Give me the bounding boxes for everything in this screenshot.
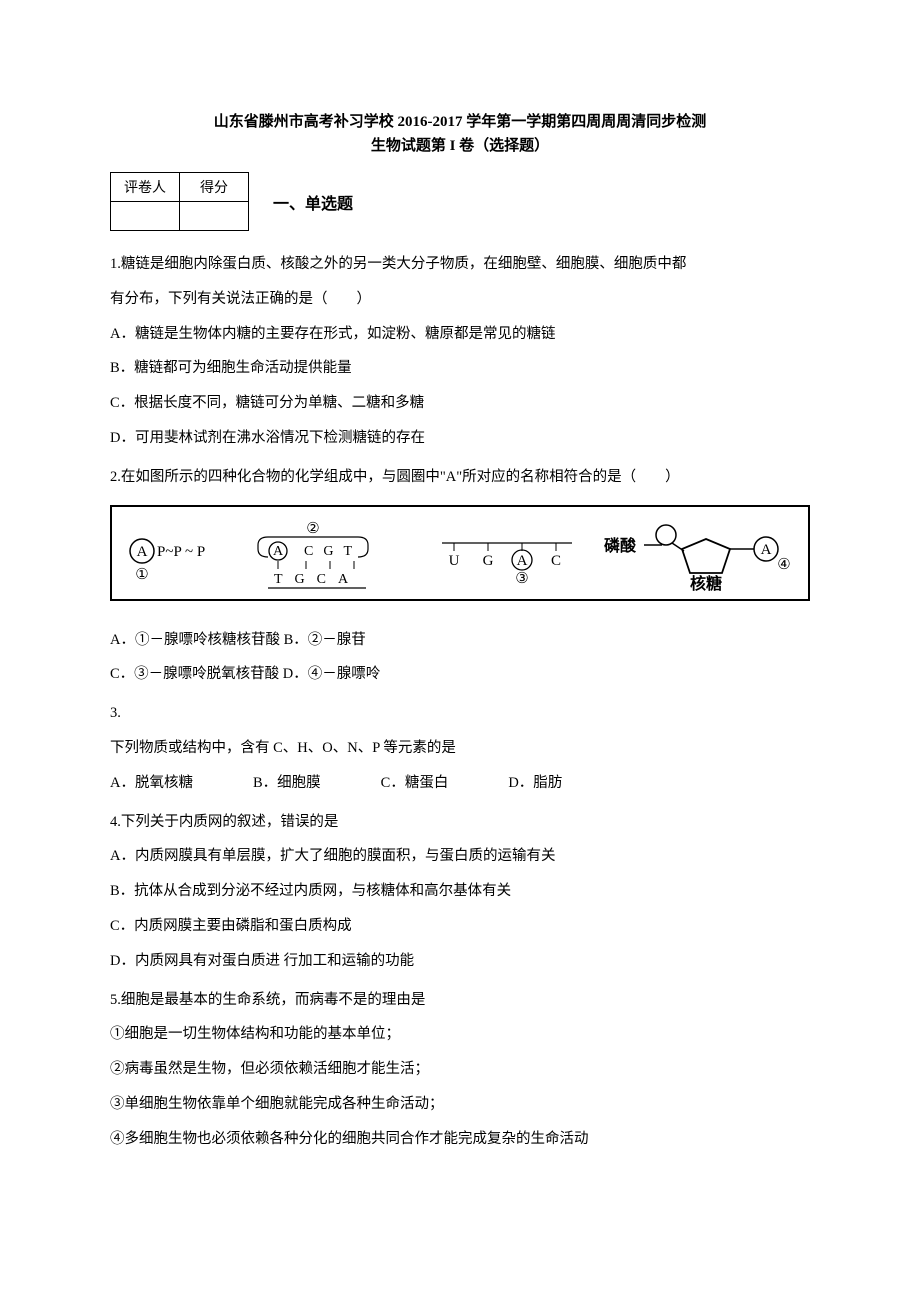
q3-stem: 下列物质或结构中，含有 C、H、O、N、P 等元素的是 — [110, 731, 810, 766]
q3-opt-c: C．糖蛋白 — [381, 766, 449, 801]
title-line-1: 山东省滕州市高考补习学校 2016-2017 学年第一学期第四周周周清同步检测 — [110, 110, 810, 134]
q1-stem-2: 有分布，下列有关说法正确的是（ ） — [110, 282, 810, 317]
score-table: 评卷人 得分 — [110, 172, 249, 231]
q1-opt-d: D．可用斐林试剂在沸水浴情况下检测糖链的存在 — [110, 421, 810, 456]
diagram-panel-2: ② A CGT TGCA — [248, 521, 418, 593]
q3-num: 3. — [110, 696, 810, 731]
svg-text:核糖: 核糖 — [690, 574, 722, 593]
q1-stem-1: 1.糖链是细胞内除蛋白质、核酸之外的另一类大分子物质，在细胞壁、细胞膜、细胞质中… — [110, 247, 810, 282]
svg-text:C: C — [551, 553, 561, 569]
svg-text:A: A — [517, 553, 528, 569]
q2-opt-ab: A．①－腺嘌呤核糖核苷酸 B．②－腺苷 — [110, 623, 810, 658]
q3-opt-a: A．脱氧核糖 — [110, 766, 193, 801]
q4-opt-a: A．内质网膜具有单层膜，扩大了细胞的膜面积，与蛋白质的运输有关 — [110, 839, 810, 874]
q1-opt-c: C．根据长度不同，糖链可分为单糖、二糖和多糖 — [110, 386, 810, 421]
q2-opt-cd: C．③－腺嘌呤脱氧核苷酸 D．④－腺嘌呤 — [110, 657, 810, 692]
q4-opt-c: C．内质网膜主要由磷脂和蛋白质构成 — [110, 909, 810, 944]
q4: 4.下列关于内质网的叙述，错误的是 A．内质网膜具有单层膜，扩大了细胞的膜面积，… — [110, 805, 810, 979]
q4-stem: 4.下列关于内质网的叙述，错误的是 — [110, 805, 810, 840]
q3-opt-d: D．脂肪 — [508, 766, 562, 801]
svg-text:②: ② — [306, 521, 319, 537]
q5-o1: ①细胞是一切生物体结构和功能的基本单位； — [110, 1017, 810, 1052]
svg-text:④: ④ — [777, 557, 790, 573]
q5-stem: 5.细胞是最基本的生命系统，而病毒不是的理由是 — [110, 983, 810, 1018]
svg-text:P~P ~ P: P~P ~ P — [157, 544, 205, 560]
svg-text:U: U — [449, 553, 460, 569]
section-heading: 一、单选题 — [273, 190, 353, 214]
score-head-grader: 评卷人 — [111, 173, 180, 202]
panel1-svg: A P~P ~ P ① — [124, 529, 234, 584]
q5-o3: ③单细胞生物依靠单个细胞就能完成各种生命活动； — [110, 1087, 810, 1122]
diagram-panel-3: U G A C ③ — [432, 529, 582, 584]
svg-text:G: G — [483, 553, 494, 569]
q1-opt-b: B．糖链都可为细胞生命活动提供能量 — [110, 351, 810, 386]
q3-opt-b: B．细胞膜 — [253, 766, 321, 801]
q1: 1.糖链是细胞内除蛋白质、核酸之外的另一类大分子物质，在细胞壁、细胞膜、细胞质中… — [110, 247, 810, 456]
q2-stem: 2.在如图所示的四种化合物的化学组成中，与圆圈中"A"所对应的名称相符合的是（ … — [110, 460, 810, 495]
title-line-2: 生物试题第 I 卷（选择题） — [110, 134, 810, 158]
score-cell-grader — [111, 202, 180, 231]
q5-o4: ④多细胞生物也必须依赖各种分化的细胞共同合作才能完成复杂的生命活动 — [110, 1122, 810, 1157]
svg-text:磷酸: 磷酸 — [604, 536, 637, 555]
q4-opt-b: B．抗体从合成到分泌不经过内质网，与核糖体和高尔基体有关 — [110, 874, 810, 909]
q4-opt-d: D．内质网具有对蛋白质进 行加工和运输的功能 — [110, 944, 810, 979]
panel4-svg: 磷酸 A 核糖 ④ — [596, 521, 796, 593]
svg-text:A: A — [273, 544, 284, 559]
svg-text:A: A — [761, 542, 772, 558]
q3: 3. 下列物质或结构中，含有 C、H、O、N、P 等元素的是 A．脱氧核糖 B．… — [110, 696, 810, 800]
q5-o2: ②病毒虽然是生物，但必须依赖活细胞才能生活； — [110, 1052, 810, 1087]
q5: 5.细胞是最基本的生命系统，而病毒不是的理由是 ①细胞是一切生物体结构和功能的基… — [110, 983, 810, 1157]
score-cell-score — [180, 202, 249, 231]
svg-text:①: ① — [135, 567, 148, 583]
q2-options: A．①－腺嘌呤核糖核苷酸 B．②－腺苷 C．③－腺嘌呤脱氧核苷酸 D．④－腺嘌呤 — [110, 623, 810, 693]
q2-diagram: A P~P ~ P ① ② A CGT TGCA — [110, 505, 810, 601]
diagram-panel-4: 磷酸 A 核糖 ④ — [596, 521, 796, 593]
svg-text:③: ③ — [515, 571, 528, 584]
diagram-panel-1: A P~P ~ P ① — [124, 529, 234, 584]
q1-opt-a: A．糖链是生物体内糖的主要存在形式，如淀粉、糖原都是常见的糖链 — [110, 317, 810, 352]
panel3-svg: U G A C ③ — [432, 529, 582, 584]
svg-text:CGT: CGT — [304, 544, 362, 559]
panel2-svg: ② A CGT TGCA — [248, 521, 418, 593]
score-head-score: 得分 — [180, 173, 249, 202]
q2: 2.在如图所示的四种化合物的化学组成中，与圆圈中"A"所对应的名称相符合的是（ … — [110, 460, 810, 495]
svg-text:A: A — [137, 544, 148, 560]
svg-text:TGCA: TGCA — [274, 572, 360, 587]
